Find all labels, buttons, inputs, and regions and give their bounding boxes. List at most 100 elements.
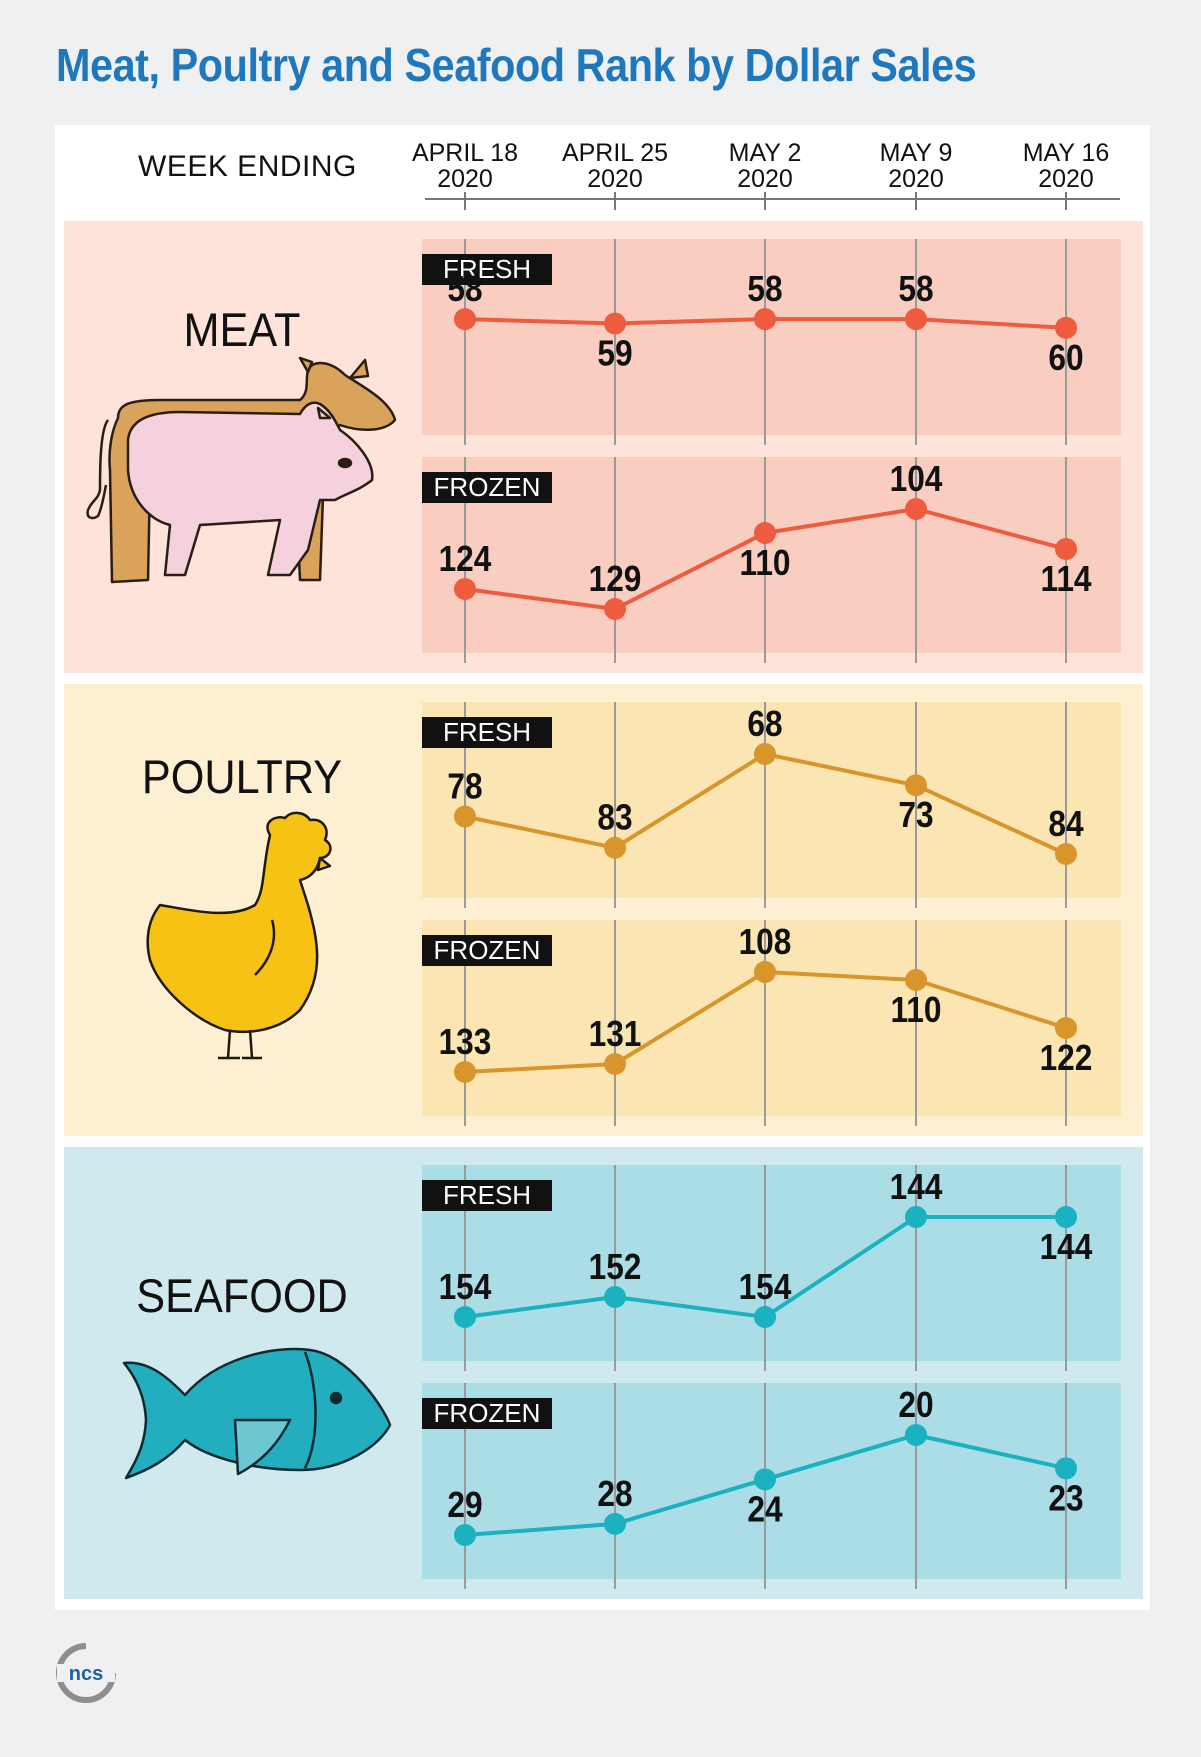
- poultry-fresh-point-2: [604, 836, 626, 859]
- week-ending-label: WEEK ENDING: [138, 150, 357, 183]
- meat-fresh-value-label-5: 60: [1048, 338, 1083, 378]
- meat-fresh-point-3: [754, 308, 776, 331]
- date-line2: 2020: [587, 165, 643, 193]
- date-line2: 2020: [888, 165, 944, 193]
- poultry-frozen-value-label-4: 110: [890, 990, 941, 1030]
- poultry-fresh-value-label-3: 68: [747, 704, 782, 744]
- date-line2: 2020: [737, 165, 793, 193]
- meat-fresh-tag-label: FRESH: [443, 254, 531, 284]
- poultry-frozen-point-4: [905, 969, 927, 991]
- seafood-fresh-value-label-2: 152: [589, 1247, 642, 1287]
- meat-frozen-point-1: [454, 578, 476, 600]
- seafood-frozen-value-label-4: 20: [898, 1385, 933, 1425]
- poultry-fresh-value-label-1: 78: [447, 767, 482, 807]
- poultry-fresh-point-3: [754, 743, 776, 765]
- fish-icon: [122, 1347, 392, 1480]
- poultry-frozen-point-5: [1055, 1017, 1077, 1039]
- meat-fresh-point-1: [454, 308, 476, 331]
- seafood-fresh-tag-label: FRESH: [443, 1180, 531, 1210]
- meat-fresh-value-label-1: 58: [447, 269, 482, 309]
- date-line1: APRIL 25: [561, 139, 669, 167]
- poultry-frozen-point-2: [604, 1053, 626, 1075]
- date-column-2: APRIL 25 2020: [545, 140, 685, 192]
- poultry-fresh-value-label-5: 84: [1048, 804, 1083, 844]
- logo-text: ncs: [69, 1663, 103, 1685]
- poultry-fresh-point-4: [905, 774, 927, 797]
- seafood-frozen-point-5: [1055, 1457, 1077, 1480]
- meat-frozen-value-label-2: 129: [589, 559, 642, 599]
- poultry-fresh-point-1: [454, 805, 476, 828]
- meat-frozen-point-5: [1055, 538, 1077, 560]
- date-column-3: MAY 2 2020: [695, 140, 835, 192]
- seafood-fresh-value-label-4: 144: [890, 1167, 943, 1207]
- meat-frozen-point-4: [905, 498, 927, 520]
- meat-frozen-value-label-4: 104: [890, 459, 943, 499]
- seafood-fresh-point-1: [454, 1306, 476, 1328]
- meat-fresh-value-label-4: 58: [898, 269, 933, 309]
- ncs-logo: [56, 1642, 117, 1703]
- poultry-fresh-value-label-4: 73: [898, 795, 933, 835]
- meat-frozen-tag-label: FROZEN: [434, 472, 541, 502]
- poultry-frozen-point-3: [754, 961, 776, 983]
- seafood-frozen-value-label-3: 24: [747, 1490, 782, 1530]
- meat-fresh-point-5: [1055, 316, 1077, 339]
- seafood-fresh-point-5: [1055, 1206, 1077, 1228]
- seafood-fresh-point-2: [604, 1286, 626, 1308]
- date-column-1: APRIL 18 2020: [395, 140, 535, 192]
- seafood-frozen-value-label-2: 28: [597, 1474, 632, 1514]
- poultry-frozen-tag: [422, 935, 552, 966]
- poultry-fresh-point-5: [1055, 843, 1077, 865]
- poultry-frozen-value-label-1: 133: [439, 1022, 492, 1062]
- poultry-frozen-value-label-5: 122: [1040, 1038, 1093, 1078]
- meat-frozen-value-label-3: 110: [739, 543, 790, 583]
- poultry-frozen-value-label-3: 108: [739, 922, 792, 962]
- seafood-fresh-value-label-5: 144: [1040, 1227, 1093, 1267]
- date-column-4: MAY 9 2020: [846, 140, 986, 192]
- seafood-fresh-value-label-3: 154: [739, 1267, 792, 1307]
- seafood-frozen-value-label-5: 23: [1048, 1478, 1083, 1518]
- seafood-fresh-point-3: [754, 1306, 776, 1328]
- seafood-frozen-value-label-1: 29: [447, 1485, 482, 1525]
- seafood-frozen-point-3: [754, 1468, 776, 1491]
- meat-frozen-point-2: [604, 598, 626, 620]
- poultry-frozen-tag-label: FROZEN: [434, 935, 541, 965]
- meat-fresh-value-label-2: 59: [597, 334, 632, 374]
- meat-frozen-value-label-5: 114: [1040, 559, 1091, 599]
- poultry-frozen-value-label-2: 131: [589, 1014, 642, 1054]
- poultry-fresh-value-label-2: 83: [597, 798, 632, 838]
- chicken-icon: [146, 811, 332, 1060]
- meat-fresh-tag: [422, 254, 552, 285]
- date-line2: 2020: [1038, 165, 1094, 193]
- header-ticks: [464, 192, 1067, 210]
- poultry-frozen-point-1: [454, 1061, 476, 1083]
- seafood-fresh-point-4: [905, 1206, 927, 1228]
- seafood-frozen-point-4: [905, 1424, 927, 1446]
- meat-fresh-value-label-3: 58: [747, 269, 782, 309]
- category-label-meat: MEAT: [183, 303, 301, 356]
- date-line1: MAY 2: [728, 139, 802, 167]
- date-line1: MAY 9: [879, 139, 953, 167]
- date-line2: 2020: [437, 165, 493, 193]
- seafood-frozen-point-2: [604, 1512, 626, 1535]
- meat-fresh-point-2: [604, 312, 626, 335]
- poultry-fresh-tag-label: FRESH: [443, 717, 531, 747]
- seafood-frozen-point-1: [454, 1524, 476, 1546]
- date-column-5: MAY 16 2020: [996, 140, 1136, 192]
- category-label-poultry: POULTRY: [141, 750, 343, 803]
- date-line1: MAY 16: [1022, 139, 1110, 167]
- meat-frozen-tag: [422, 472, 552, 503]
- seafood-frozen-tag-label: FROZEN: [434, 1398, 541, 1428]
- category-label-seafood: SEAFOOD: [136, 1269, 348, 1322]
- chart-title: Meat, Poultry and Seafood Rank by Dollar…: [56, 39, 977, 91]
- seafood-fresh-tag: [422, 1180, 552, 1211]
- date-line1: APRIL 18: [411, 139, 519, 167]
- meat-frozen-value-label-1: 124: [439, 539, 492, 579]
- meat-fresh-point-4: [905, 308, 927, 331]
- poultry-fresh-tag: [422, 717, 552, 748]
- seafood-frozen-tag: [422, 1398, 552, 1429]
- meat-frozen-point-3: [754, 522, 776, 544]
- cow-and-pig-icon: [86, 356, 397, 584]
- seafood-fresh-value-label-1: 154: [439, 1267, 492, 1307]
